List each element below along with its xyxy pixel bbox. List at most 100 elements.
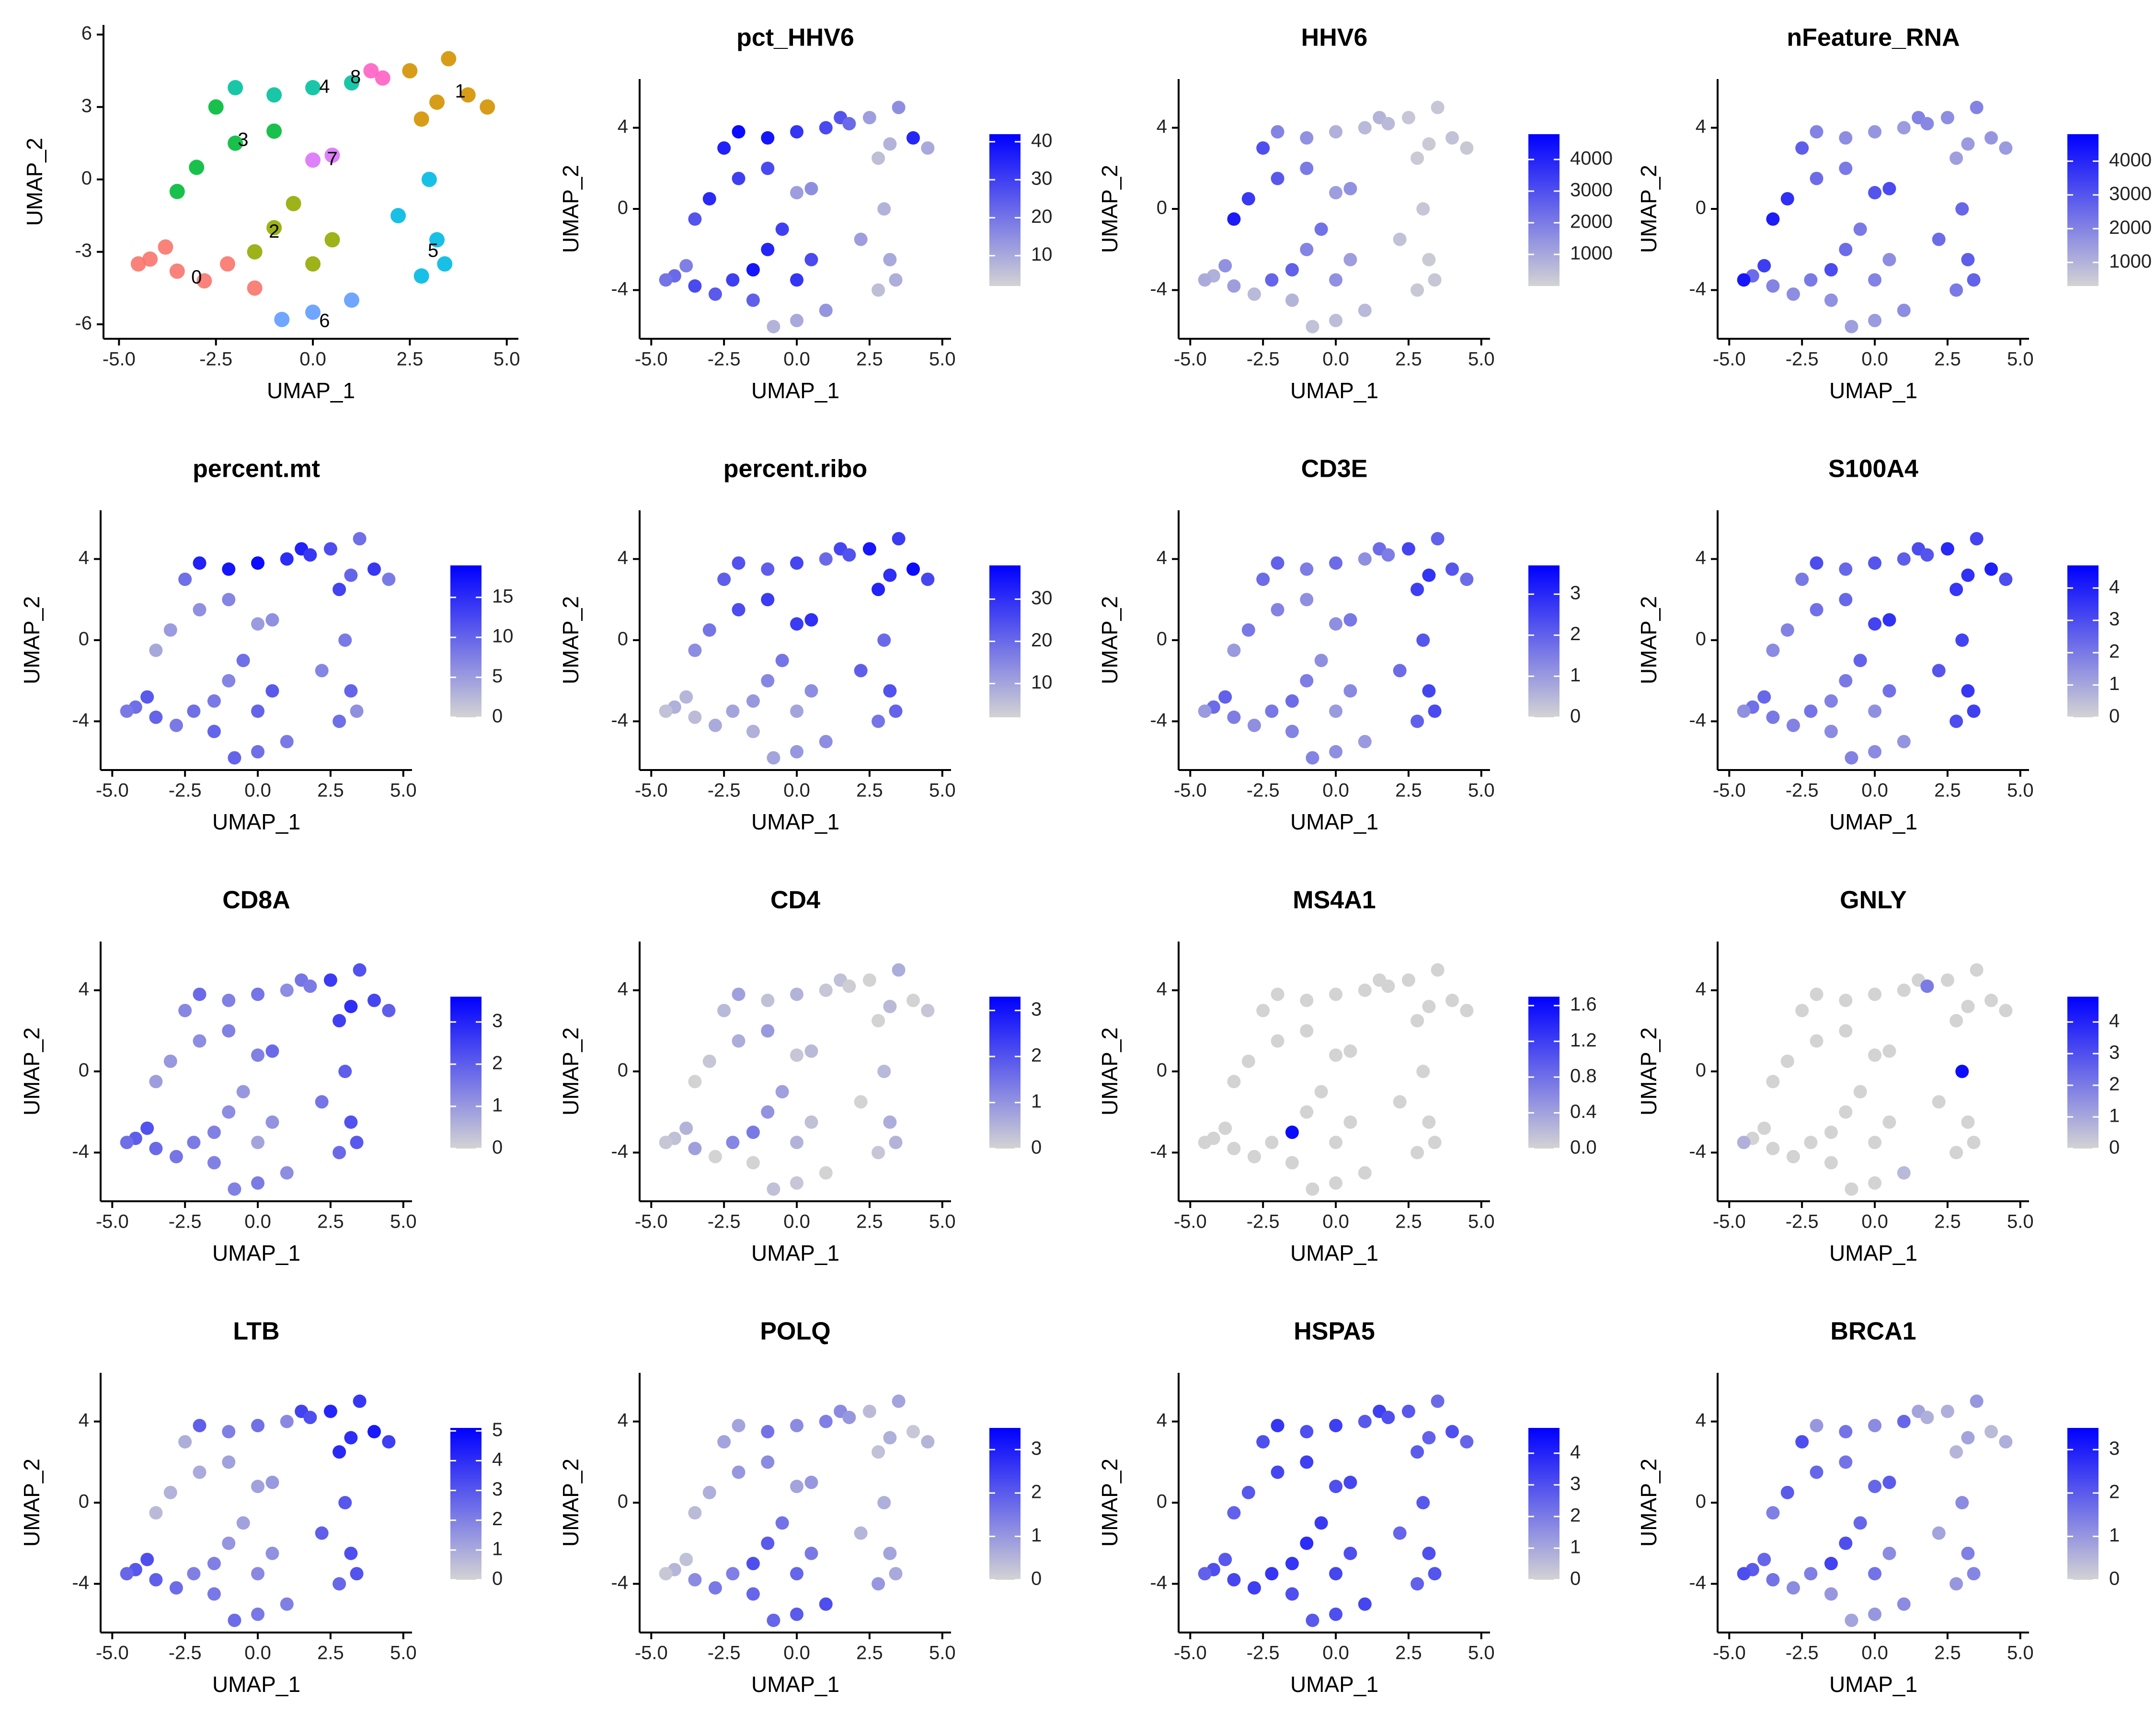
- y-tick-label: 6: [81, 23, 92, 44]
- cell-point: [1271, 1465, 1284, 1479]
- cell-point: [193, 603, 206, 617]
- cell-point: [1329, 1176, 1343, 1190]
- cell-point: [877, 633, 891, 647]
- cell-point: [193, 556, 206, 570]
- cell-point: [178, 1003, 192, 1017]
- x-axis-label: UMAP_1: [1829, 809, 1917, 834]
- cell-point: [702, 1054, 716, 1068]
- cell-point: [1999, 141, 2013, 155]
- cell-point: [1422, 1431, 1436, 1445]
- cell-point: [1839, 593, 1853, 607]
- colorbar-tick-label: 3: [2109, 1042, 2120, 1063]
- x-tick-label: -2.5: [1786, 349, 1819, 370]
- cell-point: [228, 135, 243, 151]
- y-tick-label: 0: [1157, 1060, 1167, 1081]
- x-tick-label: 2.5: [1395, 1211, 1422, 1232]
- cell-point: [1247, 1150, 1261, 1163]
- cell-point: [1300, 161, 1314, 175]
- colorbar-tick-label: 1: [492, 1538, 503, 1559]
- cell-point: [1950, 714, 1963, 728]
- x-tick-label: 0.0: [1322, 349, 1349, 370]
- y-tick-label: 0: [618, 1491, 628, 1512]
- cell-point: [790, 273, 804, 287]
- cell-point: [1766, 1506, 1780, 1520]
- x-tick-label: 5.0: [929, 780, 956, 801]
- x-tick-label: -5.0: [1713, 1643, 1746, 1664]
- y-tick-label: -4: [72, 1141, 89, 1162]
- cell-point: [1411, 283, 1424, 297]
- cell-point: [338, 633, 352, 647]
- x-tick-label: 5.0: [2007, 1211, 2034, 1232]
- cell-point: [1329, 556, 1343, 570]
- cell-point: [1285, 1126, 1299, 1139]
- x-tick-label: 2.5: [856, 1643, 883, 1664]
- cell-point: [1882, 1475, 1896, 1489]
- y-tick-label: -4: [611, 710, 628, 731]
- cell-point: [1300, 674, 1314, 688]
- cell-point: [1955, 202, 1969, 216]
- x-tick-label: 0.0: [244, 1211, 271, 1232]
- cell-point: [1766, 1075, 1780, 1089]
- cell-point: [906, 131, 920, 145]
- y-tick-label: 4: [1696, 978, 1706, 1000]
- cell-point: [921, 1435, 935, 1449]
- x-axis-label: UMAP_1: [1829, 378, 1917, 403]
- x-tick-label: -2.5: [1247, 1643, 1280, 1664]
- cell-point: [892, 1394, 906, 1408]
- cluster-label: 5: [428, 240, 438, 261]
- y-tick-label: 4: [79, 978, 89, 1000]
- cell-point: [717, 1003, 731, 1017]
- cluster-label: 2: [269, 221, 279, 242]
- colorbar: [450, 997, 482, 1149]
- cell-point: [883, 1000, 897, 1013]
- x-tick-label: 2.5: [397, 349, 424, 370]
- cell-point: [872, 1146, 885, 1160]
- cell-point: [338, 1065, 352, 1078]
- cell-point: [1897, 1414, 1911, 1428]
- cell-point: [921, 1003, 935, 1017]
- cell-point: [790, 125, 804, 139]
- cell-point: [338, 1496, 352, 1509]
- cell-point: [761, 1105, 775, 1119]
- cell-point: [1868, 556, 1882, 570]
- cell-point: [1920, 548, 1934, 562]
- colorbar-tick-label: 20: [1031, 206, 1053, 227]
- colorbar-tick-label: 1: [1570, 665, 1581, 686]
- y-axis-label: UMAP_2: [1636, 1027, 1661, 1116]
- x-tick-label: 5.0: [390, 780, 417, 801]
- cell-point: [1381, 548, 1395, 562]
- cell-point: [1961, 1000, 1975, 1013]
- y-tick-label: -4: [1150, 1572, 1167, 1593]
- cell-point: [333, 1445, 346, 1459]
- cell-point: [761, 593, 775, 607]
- cell-point: [333, 1014, 346, 1028]
- cell-point: [429, 232, 445, 248]
- colorbar-tick-label: 2: [1031, 1481, 1042, 1502]
- y-axis-label: UMAP_2: [558, 1027, 583, 1116]
- cell-point: [1227, 1075, 1241, 1089]
- cell-point: [207, 1156, 221, 1170]
- cell-point: [746, 1126, 760, 1139]
- colorbar-tick-label: 4: [1570, 1441, 1581, 1462]
- x-axis-label: UMAP_1: [1290, 1241, 1378, 1265]
- cell-point: [1967, 1567, 1981, 1581]
- x-axis-label: UMAP_1: [1829, 1241, 1917, 1265]
- cell-point: [236, 1516, 250, 1530]
- cell-point: [280, 1166, 294, 1180]
- cell-point: [1198, 273, 1212, 287]
- cell-point: [1868, 1607, 1882, 1621]
- cell-point: [1961, 1546, 1975, 1560]
- x-axis-label: UMAP_1: [1290, 1672, 1378, 1697]
- cell-point: [1401, 542, 1415, 556]
- cell-point: [1300, 562, 1314, 576]
- y-tick-label: 0: [618, 197, 628, 218]
- cell-point: [1218, 259, 1232, 273]
- cell-point: [1285, 694, 1299, 708]
- cell-point: [790, 1607, 804, 1621]
- cell-point: [1999, 1435, 2013, 1449]
- cell-point: [872, 583, 885, 597]
- cell-point: [790, 1480, 804, 1494]
- colorbar-tick-label: 0: [1031, 1568, 1042, 1589]
- x-tick-label: 5.0: [493, 349, 520, 370]
- cell-point: [305, 80, 321, 95]
